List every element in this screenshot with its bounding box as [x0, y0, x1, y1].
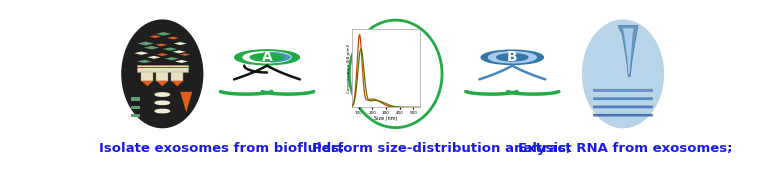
- Polygon shape: [171, 81, 183, 86]
- FancyBboxPatch shape: [137, 65, 188, 72]
- Polygon shape: [167, 37, 179, 39]
- Text: Isolate exosomes from biofluids;: Isolate exosomes from biofluids;: [100, 142, 345, 155]
- FancyBboxPatch shape: [593, 114, 653, 117]
- Polygon shape: [137, 60, 151, 63]
- Ellipse shape: [583, 20, 663, 128]
- FancyBboxPatch shape: [171, 72, 183, 81]
- Circle shape: [489, 52, 537, 63]
- Polygon shape: [172, 50, 185, 53]
- Polygon shape: [156, 32, 171, 36]
- Text: B: B: [507, 50, 518, 64]
- Polygon shape: [618, 26, 638, 77]
- FancyBboxPatch shape: [141, 72, 154, 81]
- FancyBboxPatch shape: [156, 72, 168, 81]
- Ellipse shape: [122, 20, 203, 128]
- Circle shape: [155, 109, 170, 113]
- Polygon shape: [163, 47, 178, 51]
- Polygon shape: [137, 42, 154, 45]
- Polygon shape: [156, 81, 168, 86]
- Polygon shape: [134, 52, 148, 55]
- FancyBboxPatch shape: [130, 114, 140, 117]
- Circle shape: [481, 50, 543, 64]
- Wedge shape: [262, 52, 291, 63]
- FancyBboxPatch shape: [593, 89, 653, 92]
- FancyBboxPatch shape: [593, 106, 653, 108]
- Polygon shape: [147, 56, 161, 59]
- Circle shape: [250, 54, 284, 61]
- FancyBboxPatch shape: [593, 97, 653, 100]
- Polygon shape: [181, 92, 192, 112]
- Text: Perform size-distribution analysis;: Perform size-distribution analysis;: [312, 142, 571, 155]
- Polygon shape: [155, 43, 167, 46]
- Circle shape: [243, 52, 291, 63]
- Polygon shape: [144, 46, 159, 49]
- Text: Extract RNA from exosomes;: Extract RNA from exosomes;: [518, 142, 733, 155]
- Polygon shape: [180, 53, 191, 56]
- Circle shape: [496, 54, 528, 61]
- Polygon shape: [141, 81, 154, 86]
- Ellipse shape: [349, 20, 442, 128]
- FancyBboxPatch shape: [137, 67, 188, 68]
- Polygon shape: [149, 35, 161, 38]
- FancyBboxPatch shape: [130, 97, 140, 101]
- Circle shape: [155, 101, 170, 105]
- Polygon shape: [175, 60, 188, 63]
- X-axis label: Size (nm): Size (nm): [374, 116, 398, 121]
- Polygon shape: [623, 28, 634, 74]
- Circle shape: [155, 93, 170, 96]
- Polygon shape: [164, 57, 179, 60]
- FancyBboxPatch shape: [130, 106, 140, 109]
- Polygon shape: [174, 42, 187, 45]
- Y-axis label: Concentration (E8 p/ml): Concentration (E8 p/ml): [347, 43, 350, 93]
- Text: A: A: [262, 50, 273, 64]
- Polygon shape: [156, 53, 168, 56]
- Circle shape: [235, 50, 300, 65]
